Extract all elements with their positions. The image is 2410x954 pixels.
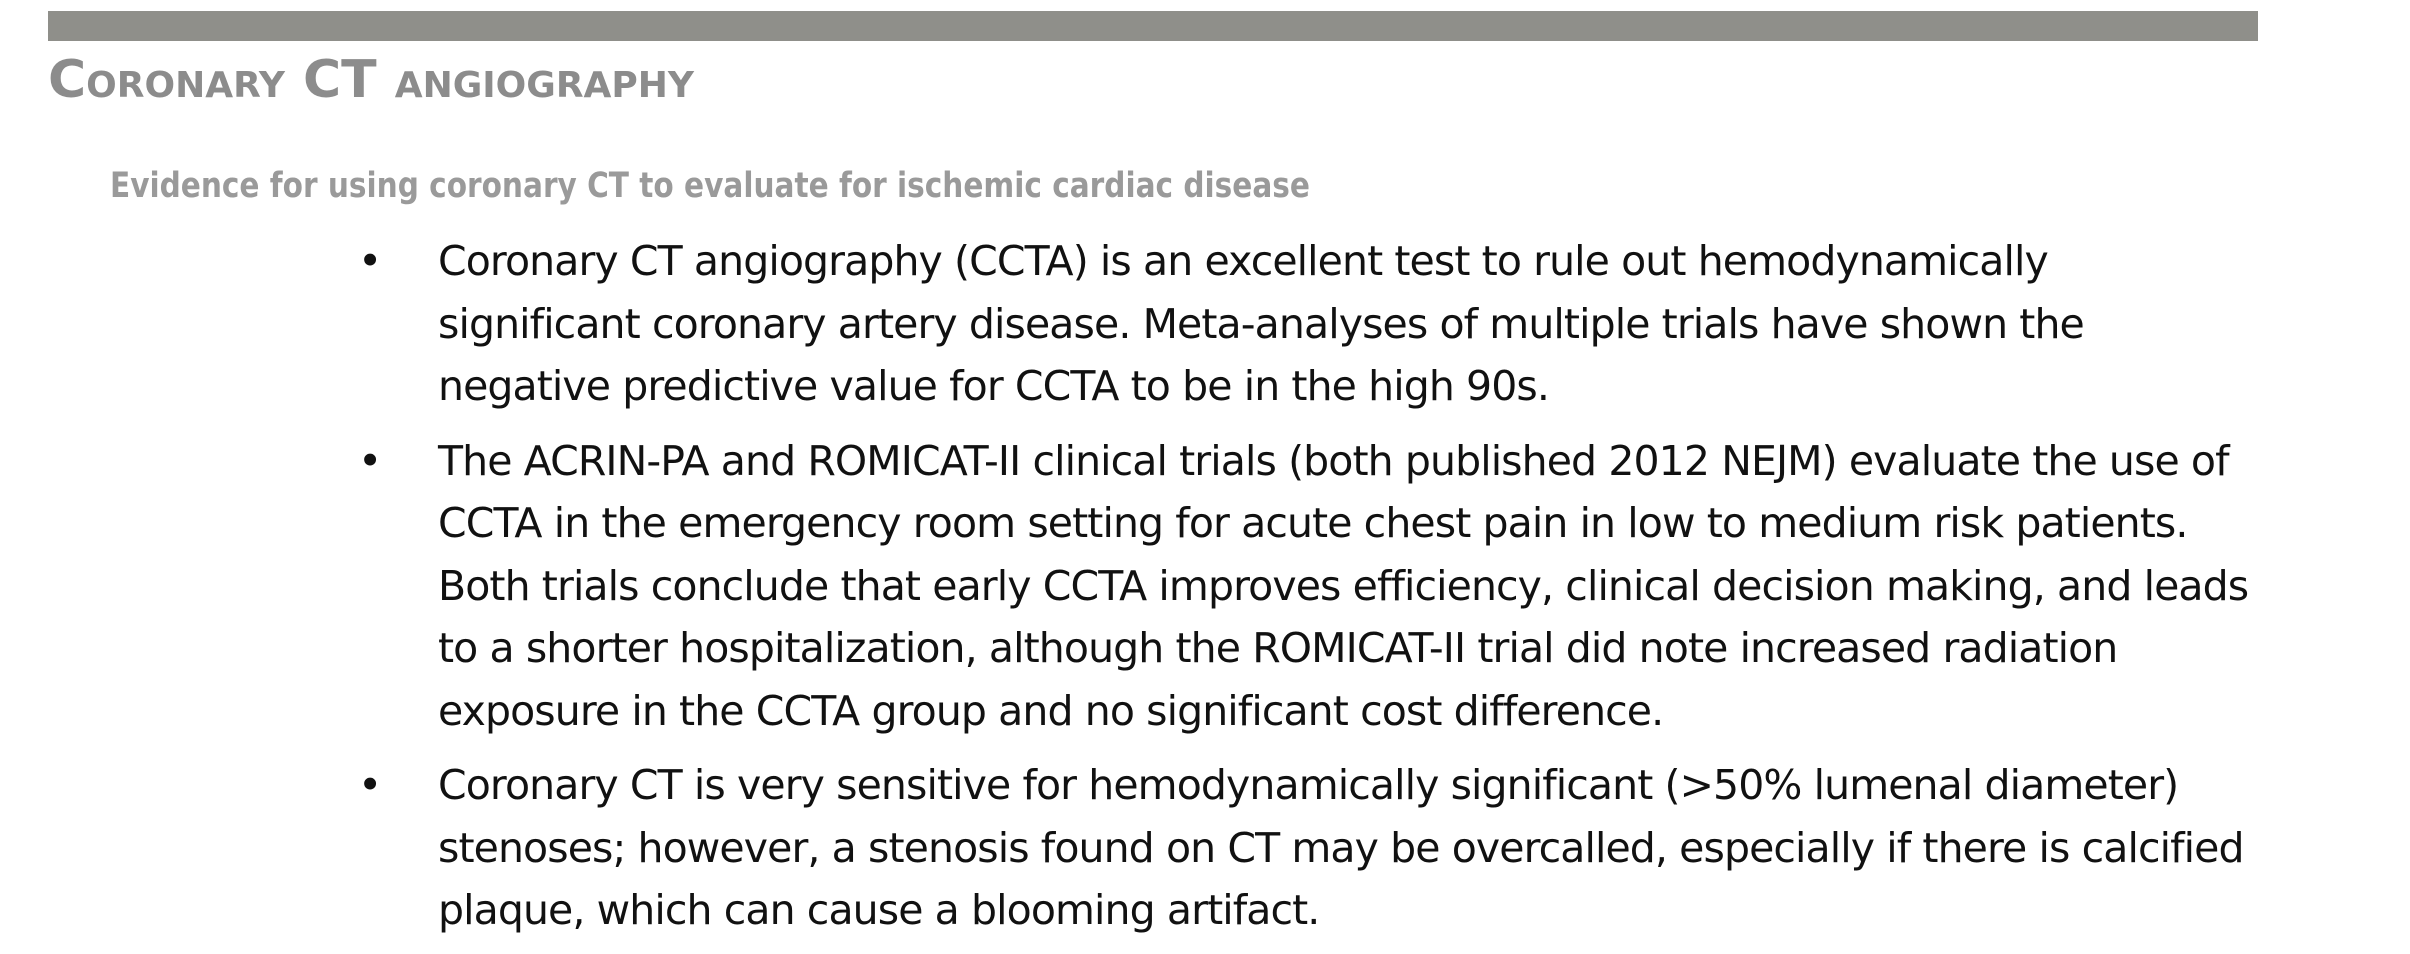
bullet-text: Coronary CT is very sensitive for hemody…: [438, 761, 2244, 934]
top-rule: [48, 11, 2258, 41]
bullet-item-clinical-trials: • The ACRIN-PA and ROMICAT-II clinical t…: [358, 430, 2258, 743]
section-subtitle: Evidence for using coronary CT to evalua…: [110, 166, 1310, 206]
bullet-item-stenosis-sensitivity: • Coronary CT is very sensitive for hemo…: [358, 754, 2258, 942]
bullet-list: • Coronary CT angiography (CCTA) is an e…: [358, 230, 2258, 954]
bullet-text: The ACRIN-PA and ROMICAT-II clinical tri…: [438, 436, 2249, 735]
bullet-dot-icon: •: [358, 761, 382, 809]
bullet-dot-icon: •: [358, 436, 382, 485]
bullet-dot-icon: •: [358, 237, 382, 285]
page-title: Coronary CT angiography: [48, 50, 694, 110]
bullet-item-negative-predictive-value: • Coronary CT angiography (CCTA) is an e…: [358, 230, 2258, 418]
bullet-text: Coronary CT angiography (CCTA) is an exc…: [438, 237, 2085, 410]
